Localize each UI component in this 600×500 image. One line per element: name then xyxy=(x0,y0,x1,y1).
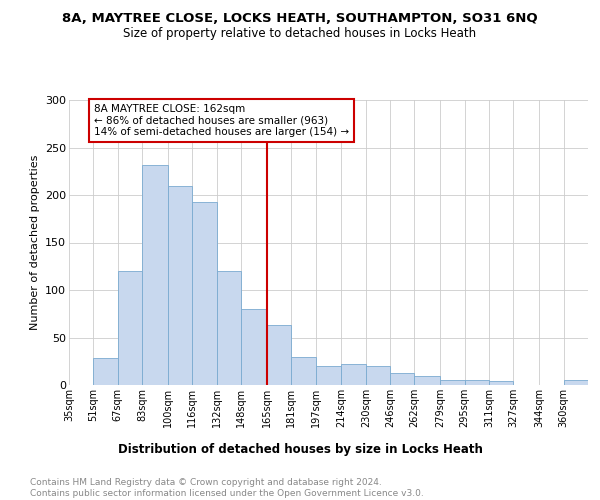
Text: 8A, MAYTREE CLOSE, LOCKS HEATH, SOUTHAMPTON, SO31 6NQ: 8A, MAYTREE CLOSE, LOCKS HEATH, SOUTHAMP… xyxy=(62,12,538,26)
Bar xyxy=(291,356,316,385)
Bar xyxy=(217,271,241,385)
Bar xyxy=(415,376,440,385)
Bar xyxy=(465,380,489,385)
Bar xyxy=(563,380,588,385)
Text: 8A MAYTREE CLOSE: 162sqm
← 86% of detached houses are smaller (963)
14% of semi-: 8A MAYTREE CLOSE: 162sqm ← 86% of detach… xyxy=(94,104,349,137)
Bar xyxy=(316,366,341,385)
Bar xyxy=(168,186,192,385)
Bar xyxy=(94,358,118,385)
Text: Size of property relative to detached houses in Locks Heath: Size of property relative to detached ho… xyxy=(124,28,476,40)
Bar xyxy=(341,364,366,385)
Bar xyxy=(390,372,415,385)
Text: Contains HM Land Registry data © Crown copyright and database right 2024.
Contai: Contains HM Land Registry data © Crown c… xyxy=(30,478,424,498)
Bar xyxy=(241,309,267,385)
Bar xyxy=(366,366,390,385)
Y-axis label: Number of detached properties: Number of detached properties xyxy=(29,155,40,330)
Text: Distribution of detached houses by size in Locks Heath: Distribution of detached houses by size … xyxy=(118,442,482,456)
Bar xyxy=(440,380,465,385)
Bar xyxy=(489,381,514,385)
Bar xyxy=(192,202,217,385)
Bar xyxy=(267,325,291,385)
Bar xyxy=(118,271,142,385)
Bar xyxy=(142,164,168,385)
